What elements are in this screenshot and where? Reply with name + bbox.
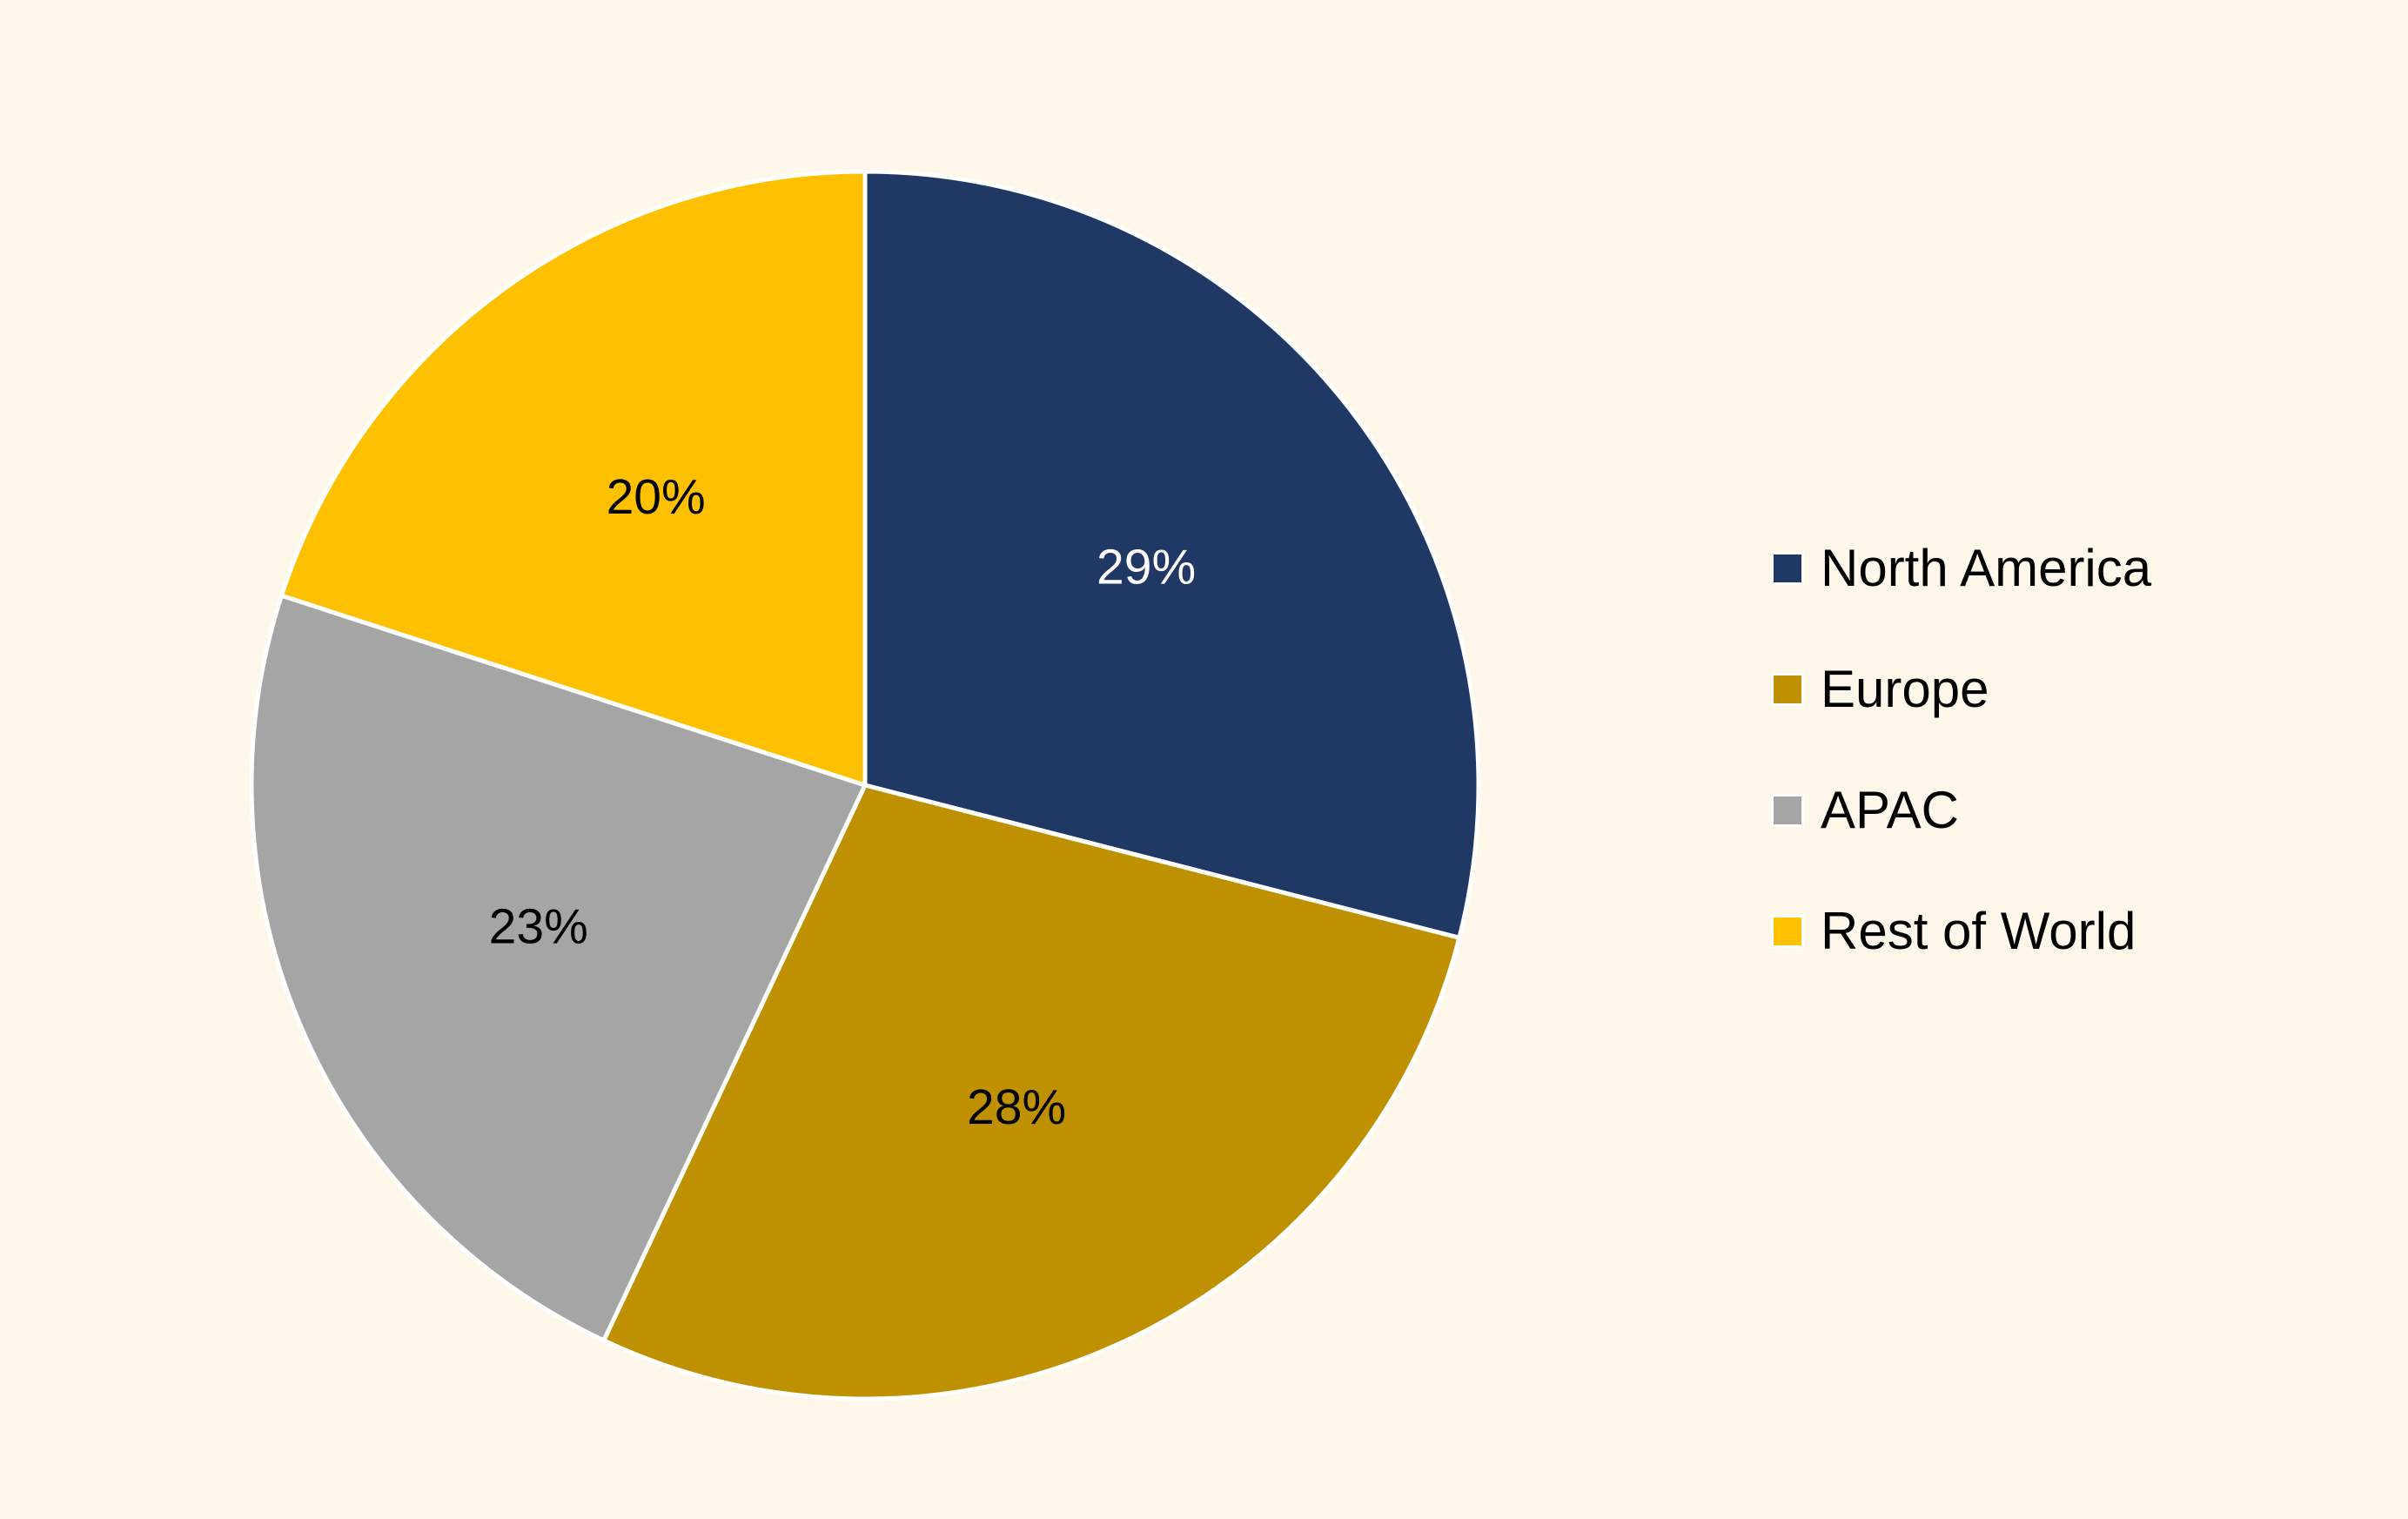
data-label-north-america: 29% [1097, 539, 1196, 595]
legend-item-europe: Europe [1771, 628, 2151, 749]
legend-swatch [1771, 793, 1804, 827]
pie-slice-north-america [862, 169, 1481, 940]
data-label-rest-of-world: 20% [607, 469, 706, 525]
pie-slice-europe [601, 783, 1462, 1401]
pie-slices [249, 169, 1481, 1401]
legend-swatch [1771, 551, 1804, 585]
pie-slice-rest-of-world [279, 169, 868, 788]
legend-swatch [1771, 672, 1804, 706]
legend-item-north-america: North America [1771, 507, 2152, 628]
legend-label: North America [1821, 539, 2152, 597]
legend-swatch [1771, 914, 1804, 948]
pie-slice-apac [249, 593, 868, 1343]
data-label-apac: 23% [489, 898, 588, 954]
legend-item-apac: APAC [1771, 749, 2151, 870]
legend-label: Rest of World [1821, 902, 2136, 960]
pie-data-labels: 29% 28% 23% 20% [489, 469, 1196, 1135]
legend-item-rest-of-world: Rest of World [1771, 870, 2151, 991]
legend-label: Europe [1821, 660, 1989, 718]
legend: North America Europe APAC Rest of World [1771, 507, 2152, 991]
data-label-europe: 28% [967, 1079, 1066, 1135]
legend-label: APAC [1821, 781, 1959, 839]
